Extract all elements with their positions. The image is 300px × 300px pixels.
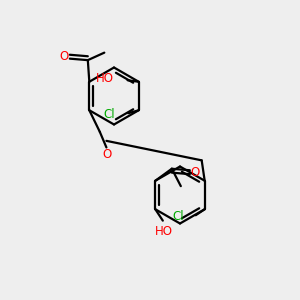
Text: HO: HO <box>155 225 173 238</box>
Text: O: O <box>60 50 69 63</box>
Text: HO: HO <box>96 72 114 85</box>
Text: Cl: Cl <box>103 108 115 121</box>
Text: Cl: Cl <box>172 210 184 223</box>
Text: O: O <box>102 148 112 160</box>
Text: O: O <box>190 166 200 179</box>
